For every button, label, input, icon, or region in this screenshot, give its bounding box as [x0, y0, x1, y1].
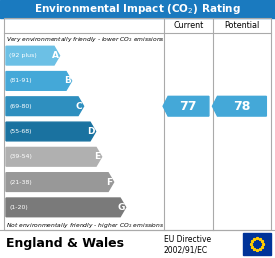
- Text: (81-91): (81-91): [9, 78, 32, 83]
- Polygon shape: [6, 46, 60, 65]
- Text: (92 plus): (92 plus): [9, 53, 37, 58]
- Text: (55-68): (55-68): [9, 129, 32, 134]
- Text: Current: Current: [173, 21, 204, 30]
- Polygon shape: [6, 173, 114, 191]
- Text: EU Directive: EU Directive: [164, 235, 211, 244]
- Text: Very environmentally friendly - lower CO$_2$ emissions: Very environmentally friendly - lower CO…: [6, 35, 165, 44]
- Text: F: F: [106, 178, 113, 187]
- Polygon shape: [6, 71, 72, 90]
- Text: England & Wales: England & Wales: [6, 238, 124, 251]
- Bar: [0, 0, 275, 18]
- Polygon shape: [6, 97, 84, 116]
- Text: D: D: [87, 127, 95, 136]
- Bar: [4, 18, 271, 230]
- Bar: [243, 233, 271, 255]
- Polygon shape: [6, 198, 126, 217]
- Text: Potential: Potential: [224, 21, 260, 30]
- Text: E: E: [95, 152, 101, 161]
- Polygon shape: [163, 96, 209, 116]
- Text: (1-20): (1-20): [9, 205, 28, 210]
- Text: 2002/91/EC: 2002/91/EC: [164, 246, 208, 255]
- Polygon shape: [6, 147, 102, 166]
- Text: Not environmentally friendly - higher CO$_2$ emissions: Not environmentally friendly - higher CO…: [6, 221, 164, 230]
- Text: Environmental Impact (CO$_2$) Rating: Environmental Impact (CO$_2$) Rating: [34, 2, 241, 16]
- Text: (69-80): (69-80): [9, 104, 32, 109]
- Polygon shape: [6, 122, 96, 141]
- Text: G: G: [117, 203, 125, 212]
- Text: B: B: [64, 76, 71, 85]
- Text: A: A: [52, 51, 59, 60]
- Text: 78: 78: [233, 100, 250, 113]
- Text: 77: 77: [179, 100, 197, 113]
- Text: C: C: [76, 102, 82, 111]
- Text: (21-38): (21-38): [9, 180, 32, 184]
- Polygon shape: [213, 96, 266, 116]
- Text: (39-54): (39-54): [9, 154, 32, 159]
